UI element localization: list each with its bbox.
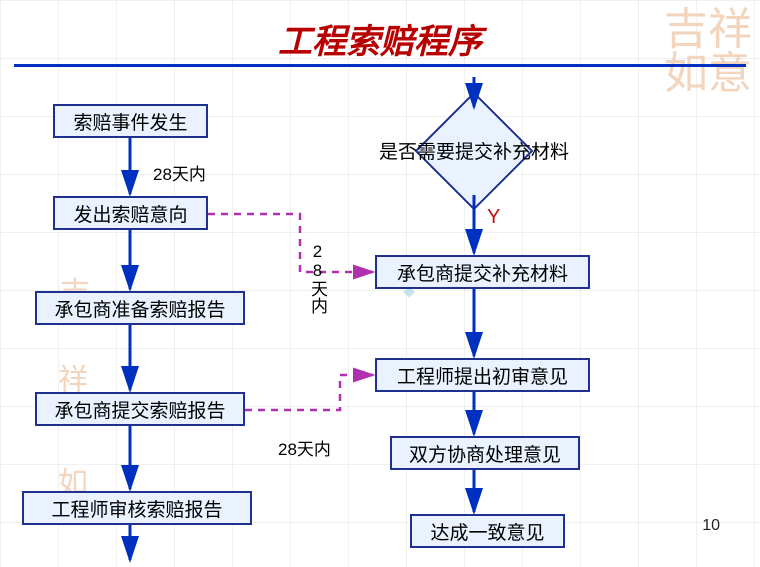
title-divider	[14, 64, 746, 67]
node-prepare-report: 承包商准备索赔报告	[35, 291, 245, 325]
node-agreement: 达成一致意见	[410, 514, 565, 548]
node-issue-intent: 发出索赔意向	[53, 196, 208, 230]
node-submit-report: 承包商提交索赔报告	[35, 392, 245, 426]
decision-supplementary	[415, 92, 534, 211]
edge-label-28-b: 28天内	[305, 242, 330, 314]
node-negotiate: 双方协商处理意见	[390, 436, 580, 470]
node-submit-supp: 承包商提交补充材料	[375, 255, 590, 289]
edge-label-28-a: 28天内	[153, 160, 206, 185]
node-claim-event: 索赔事件发生	[53, 104, 208, 138]
node-engineer-opinion: 工程师提出初审意见	[375, 358, 590, 392]
edge-label-28-c: 28天内	[278, 435, 331, 460]
edge-label-y: Y	[487, 206, 500, 229]
page-number: 10	[702, 517, 720, 535]
node-engineer-review: 工程师审核索赔报告	[22, 491, 252, 525]
page-title: 工程索赔程序	[0, 14, 760, 63]
